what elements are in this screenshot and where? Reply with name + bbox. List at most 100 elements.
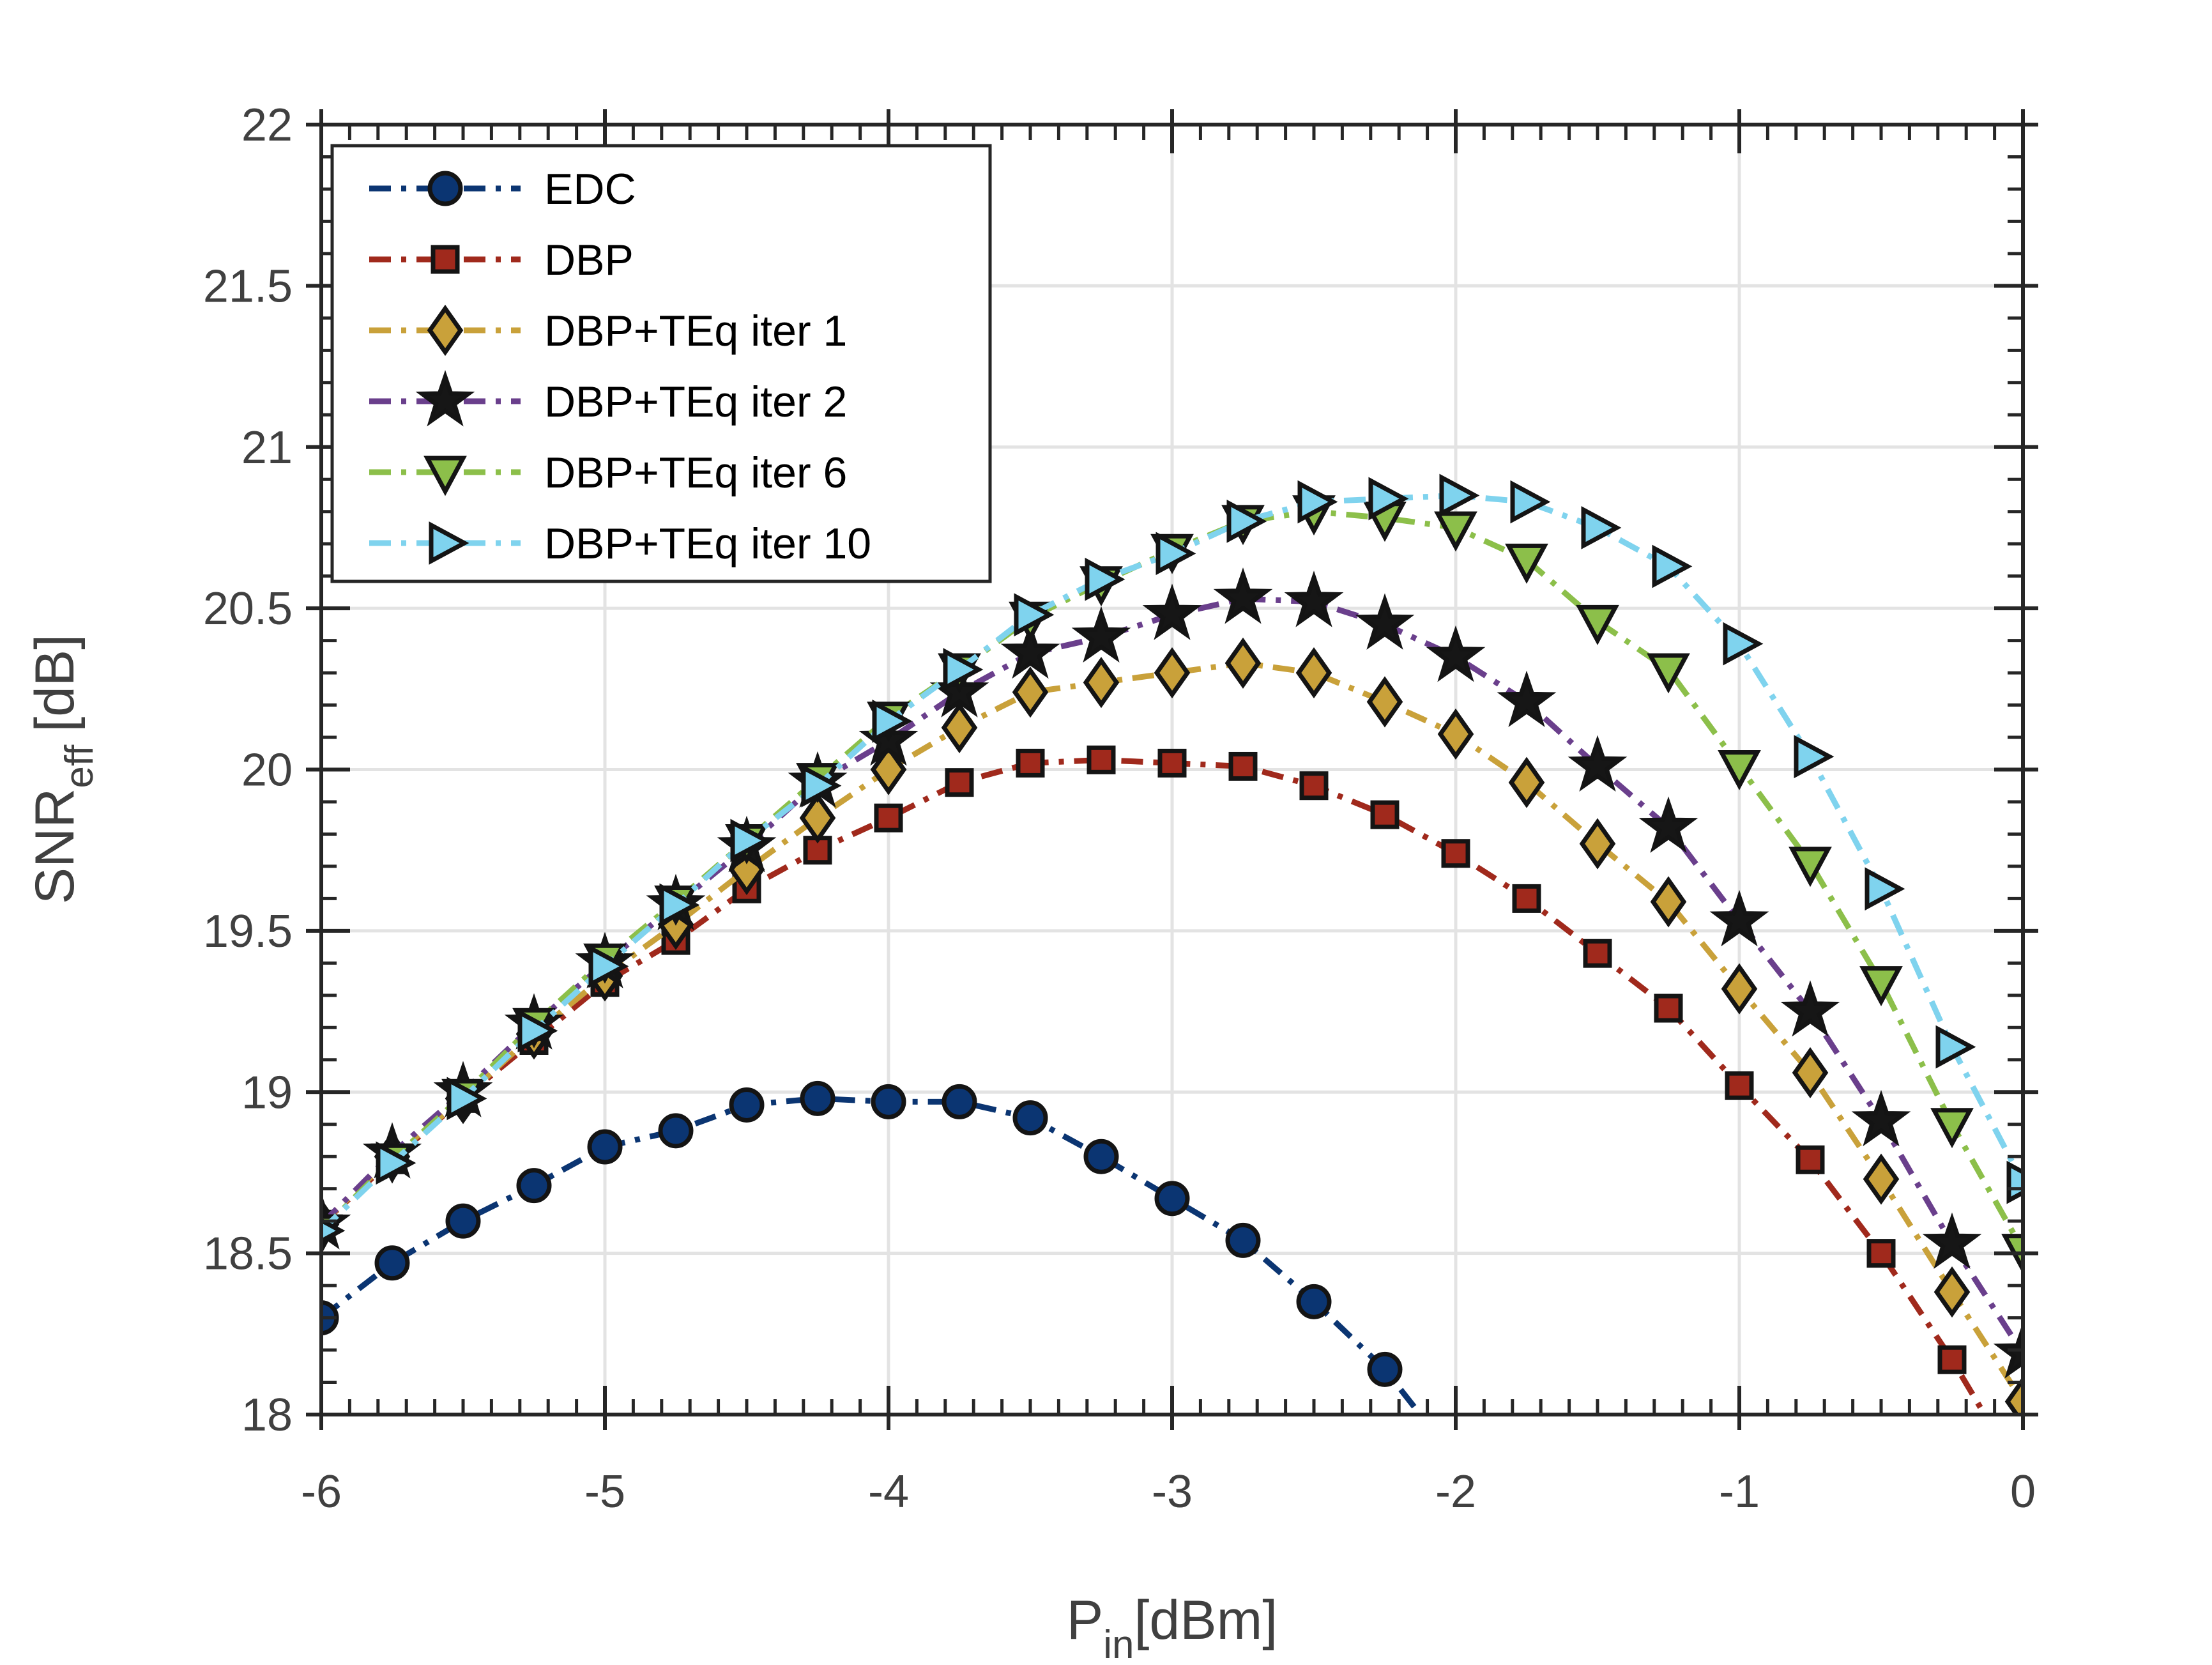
- marker-square: [1087, 745, 1116, 774]
- marker-triangle-right: [2006, 1160, 2023, 1204]
- marker-triangle-right: [1085, 557, 1125, 601]
- marker-circle: [1083, 1139, 1119, 1174]
- marker-triangle-right: [1510, 480, 1551, 524]
- marker-square: [1157, 748, 1187, 778]
- y-axis-title-sub: eff: [57, 744, 102, 788]
- marker-star: [1780, 980, 1840, 1037]
- marker-circle: [942, 1084, 977, 1119]
- marker-triangle-right: [1723, 622, 1764, 666]
- marker-circle: [427, 171, 463, 206]
- marker-star: [1922, 1212, 1982, 1269]
- marker-triangle-right: [1865, 867, 1905, 911]
- legend-item: DBP+TEq iter 10: [369, 519, 871, 568]
- marker-triangle-right: [446, 1077, 487, 1121]
- marker-triangle-right: [1297, 480, 1338, 524]
- marker-square: [1370, 800, 1400, 829]
- marker-triangle-right: [730, 818, 771, 863]
- marker-diamond: [427, 304, 464, 357]
- marker-circle: [445, 1203, 481, 1239]
- series-dbp-teq-iter-10: [321, 473, 2023, 1244]
- marker-diamond: [1154, 647, 1191, 699]
- x-axis-title-unit: [dBm]: [1134, 1590, 1278, 1651]
- marker-circle: [374, 1245, 410, 1281]
- legend-item: DBP+TEq iter 1: [369, 304, 847, 357]
- marker-triangle-right: [517, 1009, 558, 1053]
- marker-square: [1016, 748, 1045, 778]
- legend-label: DBP+TEq iter 6: [544, 449, 847, 497]
- legend-label: DBP+TEq iter 1: [544, 307, 847, 355]
- marker-circle: [1296, 1284, 1332, 1319]
- svg-text:SNReff[dB]: SNReff [dB]: [24, 634, 102, 904]
- x-axis-title-sub: in: [1103, 1623, 1134, 1665]
- y-tick-label: 19: [241, 1067, 293, 1118]
- marker-star: [415, 370, 475, 427]
- marker-star: [1851, 1089, 1911, 1147]
- marker-diamond: [1650, 876, 1687, 928]
- marker-triangle-down: [1576, 604, 1619, 645]
- marker-star: [1709, 889, 1769, 947]
- legend-label: DBP+TEq iter 10: [544, 519, 871, 568]
- marker-diamond: [1083, 657, 1120, 709]
- x-tick-label: -6: [301, 1466, 342, 1517]
- legend-item: EDC: [369, 165, 636, 213]
- legend-label: DBP+TEq iter 2: [544, 378, 847, 426]
- marker-square: [1866, 1239, 1896, 1268]
- marker-star: [1000, 622, 1060, 679]
- marker-circle: [516, 1168, 552, 1204]
- marker-square: [1228, 751, 1258, 781]
- y-axis-title-main: SNR: [24, 788, 86, 905]
- marker-circle: [1012, 1100, 1048, 1136]
- marker-triangle-right: [1226, 499, 1267, 543]
- y-tick-label: 18: [241, 1390, 293, 1441]
- marker-star: [1355, 593, 1415, 650]
- marker-star: [1426, 625, 1486, 682]
- marker-square: [1937, 1345, 1967, 1374]
- x-tick-label: -1: [1719, 1466, 1760, 1517]
- marker-triangle-right: [1935, 1025, 1976, 1069]
- marker-triangle-down: [1647, 653, 1690, 694]
- marker-square: [431, 245, 460, 274]
- marker-triangle-right: [588, 944, 629, 988]
- y-tick-label: 19.5: [203, 906, 293, 957]
- marker-diamond: [1934, 1266, 1971, 1318]
- x-tick-label: -3: [1152, 1466, 1193, 1517]
- marker-triangle-right: [872, 699, 913, 743]
- marker-star: [1638, 796, 1698, 853]
- marker-triangle-right: [1652, 544, 1693, 588]
- y-tick-label: 21.5: [203, 261, 293, 312]
- marker-square: [1299, 771, 1329, 801]
- marker-triangle-right: [1156, 532, 1196, 576]
- y-axis-title: SNReff [dB]: [24, 634, 102, 904]
- marker-diamond: [1579, 818, 1616, 870]
- marker-triangle-right: [376, 1141, 416, 1185]
- marker-square: [1583, 939, 1612, 968]
- legend-item: DBP+TEq iter 6: [369, 449, 847, 497]
- marker-triangle-right: [659, 883, 700, 927]
- marker-triangle-down: [1718, 749, 1761, 790]
- marker-diamond: [1863, 1153, 1900, 1205]
- marker-diamond: [2004, 1376, 2023, 1415]
- marker-triangle-right: [801, 763, 842, 808]
- marker-square: [1725, 1071, 1754, 1100]
- marker-triangle-right: [943, 648, 984, 691]
- marker-star: [1142, 583, 1202, 640]
- marker-star: [1567, 735, 1628, 792]
- marker-triangle-down: [1859, 966, 1903, 1007]
- marker-circle: [729, 1087, 765, 1123]
- marker-diamond: [1721, 963, 1758, 1015]
- marker-square: [874, 803, 903, 832]
- marker-triangle-down: [1434, 511, 1477, 552]
- marker-star: [1213, 567, 1273, 624]
- marker-diamond: [1792, 1047, 1829, 1099]
- marker-diamond: [1295, 647, 1332, 699]
- y-tick-label: 18.5: [203, 1229, 293, 1280]
- marker-triangle-down: [1505, 543, 1548, 584]
- y-axis-title-unit: [dB]: [24, 634, 86, 732]
- marker-triangle-right: [1581, 506, 1622, 549]
- marker-diamond: [1437, 708, 1474, 760]
- marker-square: [1654, 994, 1683, 1023]
- marker-diamond: [870, 744, 907, 795]
- y-tick-label: 21: [241, 422, 293, 473]
- marker-square: [945, 768, 974, 797]
